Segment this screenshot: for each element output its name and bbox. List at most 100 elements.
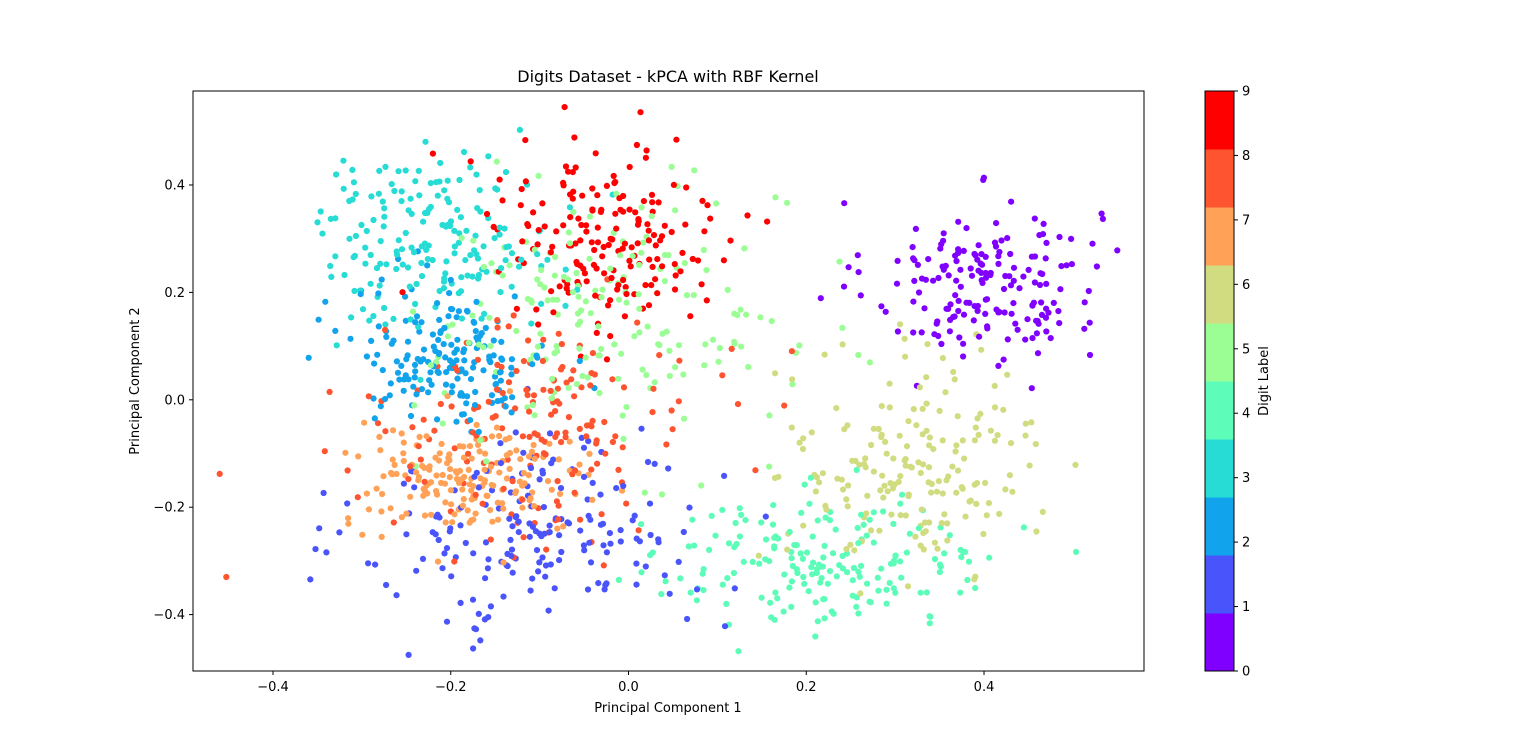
scatter-point-digit-3: [485, 153, 492, 160]
scatter-point-digit-8: [547, 387, 554, 394]
scatter-point-digit-5: [631, 333, 638, 340]
scatter-point-digit-5: [534, 343, 542, 350]
scatter-point-digit-8: [505, 379, 513, 386]
scatter-point-digit-0: [1008, 310, 1015, 317]
scatter-point-digit-2: [470, 318, 477, 325]
scatter-point-digit-4: [957, 589, 964, 596]
scatter-point-digit-6: [923, 374, 930, 381]
scatter-point-digit-2: [396, 376, 403, 383]
scatter-point-digit-5: [691, 167, 698, 174]
scatter-point-digit-9: [649, 263, 656, 270]
scatter-point-digit-7: [361, 419, 368, 426]
scatter-point-digit-2: [511, 293, 518, 300]
scatter-point-digit-5: [615, 375, 622, 382]
scatter-point-digit-1: [469, 596, 477, 603]
scatter-point-digit-1: [603, 580, 610, 587]
scatter-point-digit-7: [527, 495, 534, 502]
scatter-point-digit-8: [619, 444, 626, 451]
scatter-point-digit-7: [487, 463, 494, 470]
scatter-point-digit-5: [573, 269, 580, 277]
scatter-point-digit-7: [496, 469, 503, 476]
scatter-point-digit-8: [223, 573, 230, 581]
scatter-point-digit-3: [370, 313, 377, 320]
scatter-point-digit-2: [425, 389, 432, 396]
scatter-point-digit-8: [558, 439, 565, 446]
scatter-point-digit-0: [1039, 231, 1047, 238]
scatter-point-digit-1: [507, 536, 514, 544]
scatter-point-digit-1: [540, 504, 548, 511]
scatter-point-digit-8: [635, 527, 642, 534]
scatter-point-digit-8: [569, 471, 576, 478]
scatter-point-digit-2: [434, 300, 441, 307]
scatter-point-digit-7: [400, 439, 407, 446]
scatter-point-digit-1: [651, 460, 658, 467]
scatter-point-digit-3: [383, 261, 390, 268]
scatter-point-digit-6: [919, 431, 926, 438]
scatter-point-digit-1: [485, 556, 492, 563]
scatter-point-digit-1: [644, 458, 652, 466]
scatter-point-digit-2: [412, 368, 419, 375]
scatter-point-digit-4: [712, 532, 719, 539]
scatter-point-digit-6: [923, 400, 930, 407]
scatter-point-digit-5: [617, 252, 624, 259]
scatter-point-digit-4: [615, 576, 623, 584]
scatter-point-digit-4: [866, 516, 873, 523]
scatter-point-digit-4: [814, 517, 821, 524]
scatter-point-digit-0: [894, 257, 901, 264]
scatter-point-digit-2: [386, 392, 393, 399]
scatter-point-digit-1: [539, 467, 546, 474]
scatter-point-digit-0: [1020, 273, 1027, 280]
scatter-point-digit-3: [362, 260, 369, 267]
scatter-point-digit-2: [487, 359, 494, 366]
scatter-point-digit-0: [1004, 336, 1011, 343]
scatter-point-digit-9: [399, 289, 406, 296]
scatter-point-digit-8: [571, 393, 578, 400]
scatter-point-digit-8: [562, 429, 569, 436]
scatter-point-digit-0: [1050, 299, 1057, 306]
scatter-point-digit-7: [433, 488, 440, 495]
scatter-point-digit-9: [687, 313, 694, 320]
scatter-point-digit-3: [398, 246, 406, 253]
scatter-point-digit-1: [547, 561, 554, 568]
colorbar-tick-label: 4: [1242, 407, 1250, 422]
scatter-point-digit-5: [576, 345, 583, 352]
scatter-point-digit-3: [508, 283, 515, 290]
scatter-point-digit-1: [580, 444, 588, 451]
scatter-point-digit-2: [410, 383, 417, 390]
scatter-point-digit-8: [540, 386, 547, 393]
scatter-point-digit-5: [607, 265, 614, 272]
scatter-point-digit-1: [762, 513, 769, 520]
scatter-point-digit-0: [1022, 336, 1029, 343]
scatter-point-digit-8: [510, 312, 517, 319]
scatter-point-digit-7: [489, 518, 496, 525]
scatter-point-digit-3: [407, 195, 414, 202]
scatter-point-digit-5: [551, 272, 558, 279]
scatter-point-digit-0: [953, 277, 960, 284]
scatter-point-digit-4: [898, 491, 906, 498]
scatter-point-digit-8: [474, 356, 481, 363]
scatter-point-digit-9: [659, 263, 666, 270]
scatter-point-digit-4: [736, 505, 743, 512]
scatter-point-digit-0: [957, 266, 964, 273]
scatter-point-digit-7: [481, 477, 488, 484]
scatter-point-digit-1: [471, 473, 478, 480]
scatter-point-digit-3: [366, 317, 373, 324]
y-tick-label: 0.4: [164, 178, 185, 193]
scatter-point-digit-9: [654, 290, 661, 297]
scatter-point-digit-1: [558, 548, 565, 556]
scatter-point-digit-0: [911, 277, 918, 284]
scatter-point-digit-0: [1036, 281, 1044, 289]
scatter-point-digit-9: [535, 227, 542, 234]
scatter-point-digit-7: [503, 475, 511, 482]
scatter-point-digit-6: [822, 502, 829, 509]
scatter-point-digit-5: [528, 299, 535, 306]
scatter-point-digit-5: [573, 381, 581, 388]
scatter-point-digit-2: [455, 308, 462, 315]
x-tick-label: −0.2: [435, 680, 467, 695]
scatter-point-digit-0: [974, 302, 982, 310]
scatter-point-digit-7: [345, 515, 352, 522]
scatter-point-digit-4: [874, 574, 881, 581]
scatter-point-digit-7: [544, 478, 552, 485]
scatter-point-digit-9: [600, 243, 607, 251]
colorbar-tick-label: 6: [1242, 278, 1250, 293]
